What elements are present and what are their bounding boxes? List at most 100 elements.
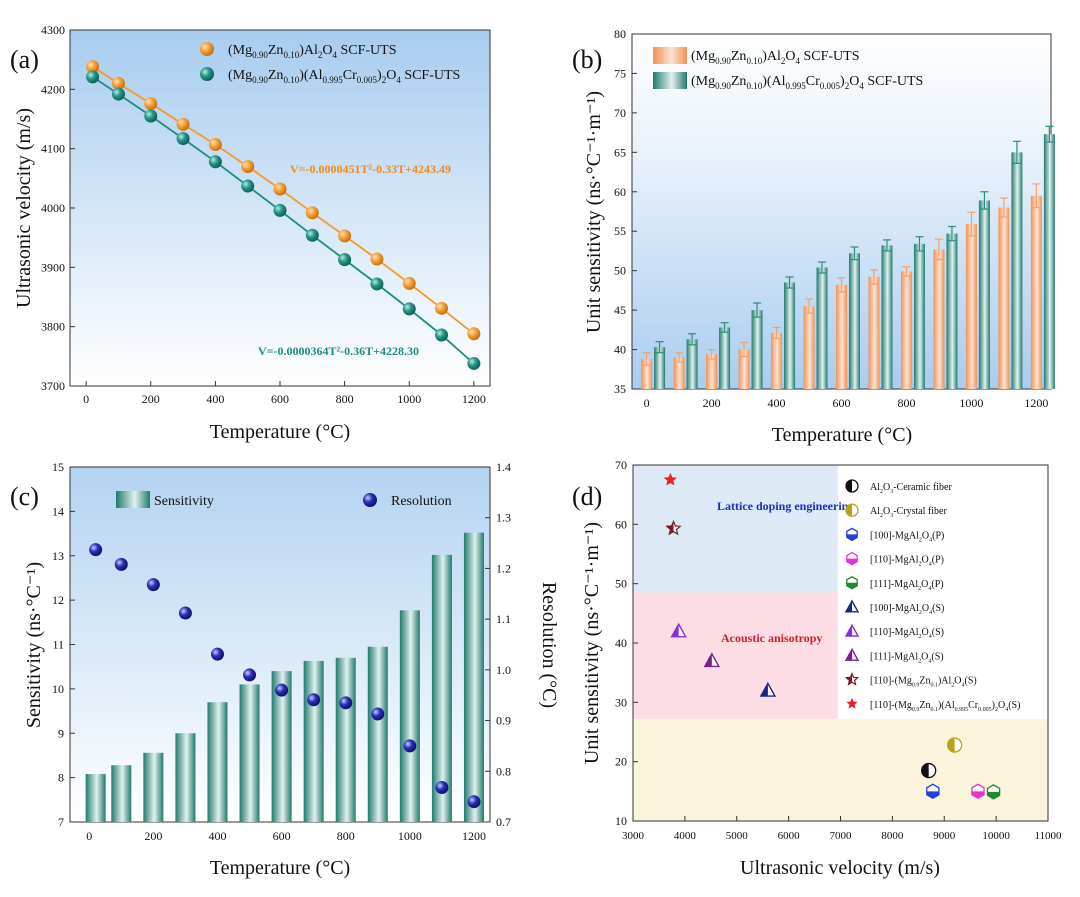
c-point-resolution (275, 683, 289, 697)
d-legend-marker-10 (846, 697, 858, 709)
d-legend-text-part: )(Al (938, 700, 955, 711)
d-legend-text-part: (S) (932, 603, 944, 614)
fit-equation-a-1: V=-0.0000451T²-0.33T+4243.49 (290, 162, 451, 176)
b-bar-s1 (868, 276, 880, 389)
d-legend-text-part: 0.9 (912, 707, 920, 713)
c-bar-sensitivity (239, 684, 260, 822)
d-legend-marker-3-fill (846, 534, 858, 541)
d-xtick-label: 9000 (933, 830, 956, 842)
a-point-s2 (86, 70, 100, 84)
a-point-s2 (176, 132, 190, 146)
a-point-s1 (111, 76, 125, 90)
d-xtick-label: 8000 (881, 830, 904, 842)
a-point-s1 (467, 327, 481, 341)
a-point-s1 (176, 117, 190, 131)
legend-c-entry-1: Sensitivity (154, 494, 214, 509)
d-legend-text-part: (S) (931, 651, 943, 662)
b-bar-s2 (719, 327, 731, 389)
c-point-resolution (403, 739, 417, 753)
d-legend-text-part: O (921, 651, 928, 662)
d-legend-text-part: O (922, 530, 929, 541)
a-ytick-label: 4200 (41, 82, 65, 96)
c-xtick-label: 800 (337, 829, 355, 843)
d-point-2-fill (947, 738, 955, 753)
a-ytick-label: 3900 (41, 260, 65, 274)
b-ytick-label: 65 (614, 145, 626, 159)
c-xtick-label: 0 (86, 829, 92, 843)
d-legend-marker-8 (844, 647, 860, 661)
c-ytick-label: 11 (52, 638, 64, 652)
b-bar-s1 (673, 357, 685, 389)
c-ytick-label: 7 (58, 815, 64, 829)
d-legend-text-part: O (922, 603, 929, 614)
a-point-s2 (208, 155, 222, 169)
c-ytick-label: 12 (52, 593, 64, 607)
d-legend-text-part: Zn (919, 700, 930, 711)
a-point-s1 (208, 138, 222, 152)
b-ytick-label: 55 (614, 224, 626, 238)
c-bar-sensitivity (399, 610, 420, 822)
b-ytick-label: 40 (614, 343, 626, 357)
d-legend-text-part: 0.9 (912, 683, 920, 689)
d-legend-entry-7: [110]-MgAl2O4(S) (870, 627, 944, 640)
d-legend-text-part: 3 (890, 513, 893, 519)
a-point-s2 (338, 253, 352, 267)
d-legend-text-part: (P) (931, 579, 943, 590)
d-legend-entry-10: [110]-(Mg0.9Zn0.1)(Al0.995Cr0.005)2O4(S) (870, 700, 1020, 713)
d-legend-text-part: Al (870, 506, 880, 517)
d-legend-text-part: (P) (932, 555, 944, 566)
d-legend-text-part: O (998, 700, 1005, 711)
c-bar-sensitivity (271, 671, 292, 822)
b-xtick-label: 0 (644, 396, 650, 410)
c-bar-sensitivity (143, 752, 164, 822)
c-ytick-label: 8 (58, 771, 64, 785)
d-legend-marker-7 (844, 623, 860, 637)
d-legend-entry-6: [100]-MgAl2O4(S) (870, 603, 944, 616)
c-point-resolution (371, 707, 385, 721)
a-ytick-label: 4000 (41, 201, 65, 215)
a-xtick-label: 400 (206, 392, 224, 406)
c-bar-sensitivity (431, 554, 452, 822)
c-y2tick-label: 0.7 (496, 815, 511, 829)
d-legend-text-part: (S) (932, 627, 944, 638)
d-point-5-fill (987, 791, 1000, 799)
c-xtick-label: 1000 (398, 829, 422, 843)
panel-b-label: (b) (572, 45, 602, 74)
c-point-resolution (178, 606, 192, 620)
fit-equation-a-2: V=-0.0000364T²-0.36T+4228.30 (258, 344, 419, 358)
d-legend-text-part: [110]-MgAl (870, 555, 919, 566)
d-legend-text-part: 0.995 (955, 707, 969, 713)
c-bar-sensitivity (111, 765, 132, 822)
a-ytick-label: 3800 (41, 320, 65, 334)
b-bar-s2 (816, 267, 828, 389)
d-legend-entry-2: Al2O3-Crystal fiber (870, 506, 947, 519)
b-xtick-label: 400 (768, 396, 786, 410)
d-ytick-label: 60 (615, 517, 627, 531)
c-ytick-label: 10 (52, 682, 64, 696)
d-legend-entry-4: [110]-MgAl2O4(P) (870, 555, 944, 568)
d-legend-text-part: 4 (929, 610, 932, 616)
legend-a-entry-2: (Mg0.90Zn0.10)(Al0.995Cr0.005)2O4 SCF-UT… (228, 68, 460, 85)
b-ytick-label: 60 (614, 185, 626, 199)
d-xtick-label: 7000 (830, 830, 853, 842)
d-legend-text-part: 4 (929, 537, 932, 543)
d-legend-entry-9: [110]-(Mg0.9Zn0.1)Al2O4(S) (870, 676, 977, 689)
d-legend-text-part: [110]-(Mg (870, 676, 912, 687)
panel-c: 0 200 400 600 800 1000 1200 7 8 9 10 11 12 13 14 15 0.7 0… (10, 460, 560, 879)
a-point-s1 (144, 97, 158, 111)
b-xtick-label: 600 (833, 396, 851, 410)
c-xtick-label: 200 (144, 829, 162, 843)
d-legend-text-part: 4 (928, 658, 931, 664)
d-legend-text-part: 3 (890, 489, 893, 495)
legend-b-entry-1: (Mg0.90Zn0.10)Al2O4 SCF-UTS (691, 49, 860, 66)
a-point-s2 (370, 277, 384, 291)
c-y2tick-label: 1.3 (496, 511, 511, 525)
legend-b-swatch-2 (653, 72, 687, 89)
d-legend-text-part: 0.005 (978, 707, 992, 713)
legend-a-marker-2 (200, 67, 214, 81)
d-legend-text-part: 2 (919, 537, 922, 543)
b-bar-s1 (771, 332, 783, 389)
b-bar-s1 (965, 224, 977, 389)
d-legend-marker-5 (846, 576, 858, 590)
b-ytick-label: 45 (614, 303, 626, 317)
